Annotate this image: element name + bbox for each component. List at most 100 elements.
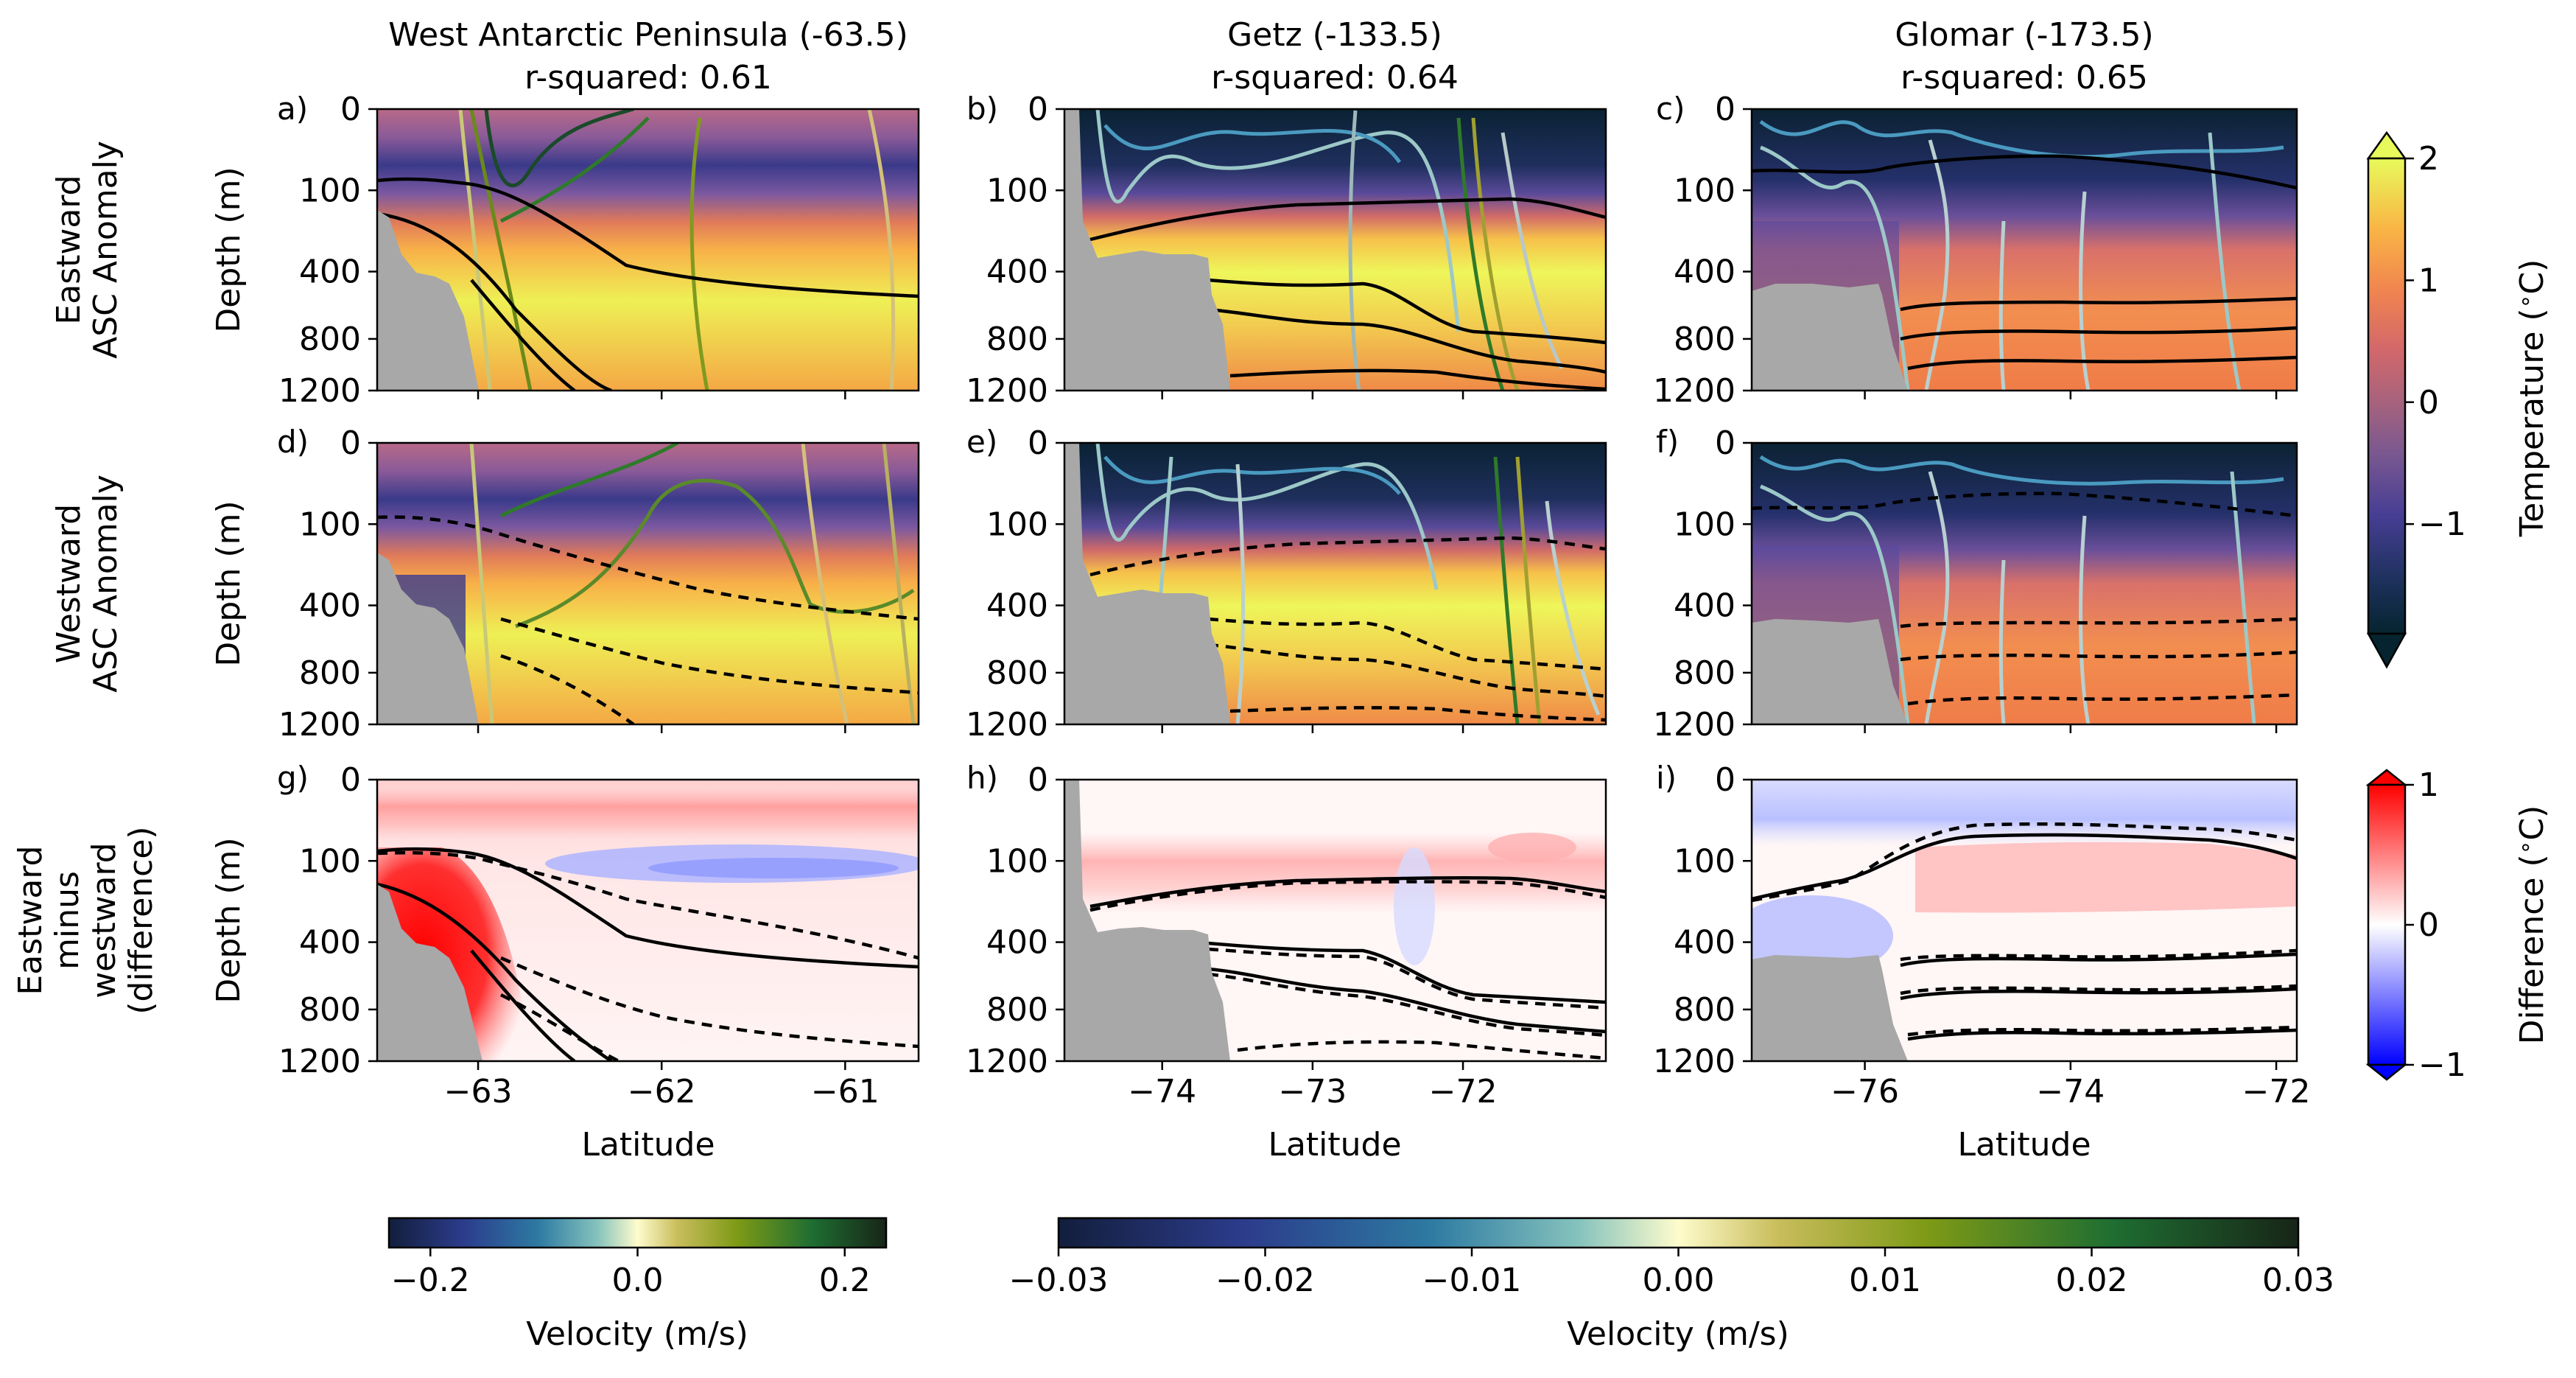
y-tick-label: 100 [986, 506, 1048, 543]
colorbar-tick-label: −0.01 [1422, 1262, 1522, 1299]
panel-letters: a) b) c) d) e) f) g) h) i) [277, 91, 1685, 796]
x-tick-label: −63 [444, 1073, 513, 1111]
x-tick-label: −74 [1128, 1073, 1196, 1111]
isotherm-line [1752, 822, 2297, 903]
y-tick-label: 800 [1674, 991, 1736, 1029]
land-mask [1752, 955, 1908, 1061]
col-r2-2: r-squared: 0.64 [1211, 59, 1459, 97]
velocity-contour [499, 443, 679, 518]
isotherm-line [1900, 952, 2297, 968]
velocity-contour [2079, 515, 2091, 724]
y-tick-label: 0 [340, 761, 361, 799]
x-tick-label: −74 [2036, 1073, 2105, 1111]
velocity-contour [469, 109, 533, 391]
colorbar-velocity-1: −0.2 0.0 0.2 Velocity (m/s) [387, 1217, 888, 1353]
panel-letter-d: d) [277, 424, 309, 460]
panel-f [1750, 441, 2298, 726]
y-tick-label: 1200 [1653, 1043, 1736, 1080]
colorbar-label: Difference (∘C) [2513, 805, 2551, 1045]
panel-letter-h: h) [966, 760, 998, 796]
colorbar-tick-label: 0 [2418, 906, 2439, 944]
isotherm-line [1900, 650, 2297, 662]
colorbar-tick-label: −1 [2418, 1046, 2466, 1084]
y-axis-label-3: Depth (m) [210, 837, 248, 1003]
panel-letter-c: c) [1656, 91, 1685, 127]
svg-text:Difference (∘C): Difference (∘C) [2513, 805, 2551, 1045]
land-mask [1064, 109, 1230, 391]
isotherm-line [377, 851, 919, 960]
velocity-contour [867, 109, 896, 391]
colorbar-tick-label: 1 [2418, 262, 2439, 299]
colorbar-label: Velocity (m/s) [1567, 1315, 1789, 1353]
colorbar-tick-label: 2 [2418, 140, 2439, 178]
velocity-contour [1759, 455, 2284, 486]
svg-text:minus: minus [49, 871, 86, 970]
isotherm-line [1900, 326, 2297, 341]
colorbar-tick-label: −0.03 [1009, 1262, 1109, 1299]
isotherm-line [1900, 984, 2297, 996]
y-tick-label: 1200 [278, 1043, 361, 1080]
land-mask [1752, 619, 1908, 724]
y-tick-label: 0 [1028, 91, 1048, 128]
axes-frame [376, 108, 920, 392]
y-tick-label: 800 [1674, 321, 1736, 358]
panel-h [1063, 778, 1607, 1063]
panel-letter-a: a) [277, 91, 308, 127]
land-mask [377, 553, 479, 724]
axes-frame [1750, 441, 2298, 726]
svg-text:(difference): (difference) [122, 826, 160, 1014]
x-axis-label-3: Latitude [1957, 1126, 2091, 1164]
colorbar-ticks: 2 1 0 −1 [2405, 140, 2466, 543]
blue-anomaly [648, 858, 899, 878]
isotherm-line [1900, 948, 2297, 962]
isotherm-line [500, 956, 919, 1049]
y-tick-label: 1200 [966, 706, 1048, 744]
y-tick-label: 0 [1028, 761, 1048, 799]
svg-text:Westward: Westward [50, 504, 88, 663]
y-tick-label: 1200 [966, 372, 1048, 410]
velocity-contour [499, 116, 650, 223]
panel-letter-i: i) [1656, 760, 1677, 796]
velocity-contour [1456, 117, 1505, 391]
isotherm-line [470, 279, 576, 391]
y-tick-label: 100 [299, 842, 361, 880]
velocity-contour [1095, 109, 1461, 332]
colorbar-body [2367, 783, 2407, 1066]
land-mask [377, 884, 482, 1061]
axes-frame [376, 778, 920, 1063]
colorbar-tick-label: 0.03 [2262, 1262, 2334, 1299]
land-mask [1064, 780, 1230, 1061]
y-tick-label: 0 [1715, 91, 1736, 128]
colorbar-tick-label: 0.01 [1849, 1262, 1921, 1299]
velocity-contour [1348, 110, 1361, 391]
svg-text:ASC Anomaly: ASC Anomaly [87, 475, 124, 693]
velocity-contour [1924, 471, 1950, 724]
col-title-2: Getz (-133.5) [1227, 16, 1442, 54]
isotherm-line [1900, 987, 2297, 1001]
isotherm-line [377, 211, 612, 391]
isotherm-line [377, 515, 919, 621]
isotherm-line [1752, 154, 2297, 190]
velocity-contour [1235, 464, 1245, 724]
velocity-contour [1103, 124, 1402, 164]
colorbar-extend-max [2365, 769, 2408, 786]
velocity-contour [1545, 500, 1601, 716]
velocity-contour [1760, 484, 1910, 724]
y-tick-label: 1200 [1653, 706, 1736, 744]
land-mask [1064, 443, 1230, 724]
isotherm-line [1900, 296, 2297, 312]
panel-g [376, 778, 920, 1063]
y-tick-label: 800 [986, 654, 1048, 692]
panel-e [1063, 441, 1607, 726]
colorbar-extend-max [2366, 130, 2407, 160]
x-axes: −63 −62 −61 −74 −73 −72 −76 −74 −72 [444, 391, 2311, 1111]
panel-d [376, 441, 920, 726]
isotherm-line [1900, 617, 2297, 629]
row-label-2: Westward ASC Anomaly [50, 475, 124, 693]
svg-text:ASC Anomaly: ASC Anomaly [87, 141, 124, 359]
svg-text:Depth (m): Depth (m) [210, 837, 248, 1003]
panel-a [376, 108, 920, 392]
isotherm-line [470, 949, 576, 1061]
panel-letter-e: e) [966, 424, 997, 460]
svg-text:Eastward: Eastward [50, 175, 88, 324]
